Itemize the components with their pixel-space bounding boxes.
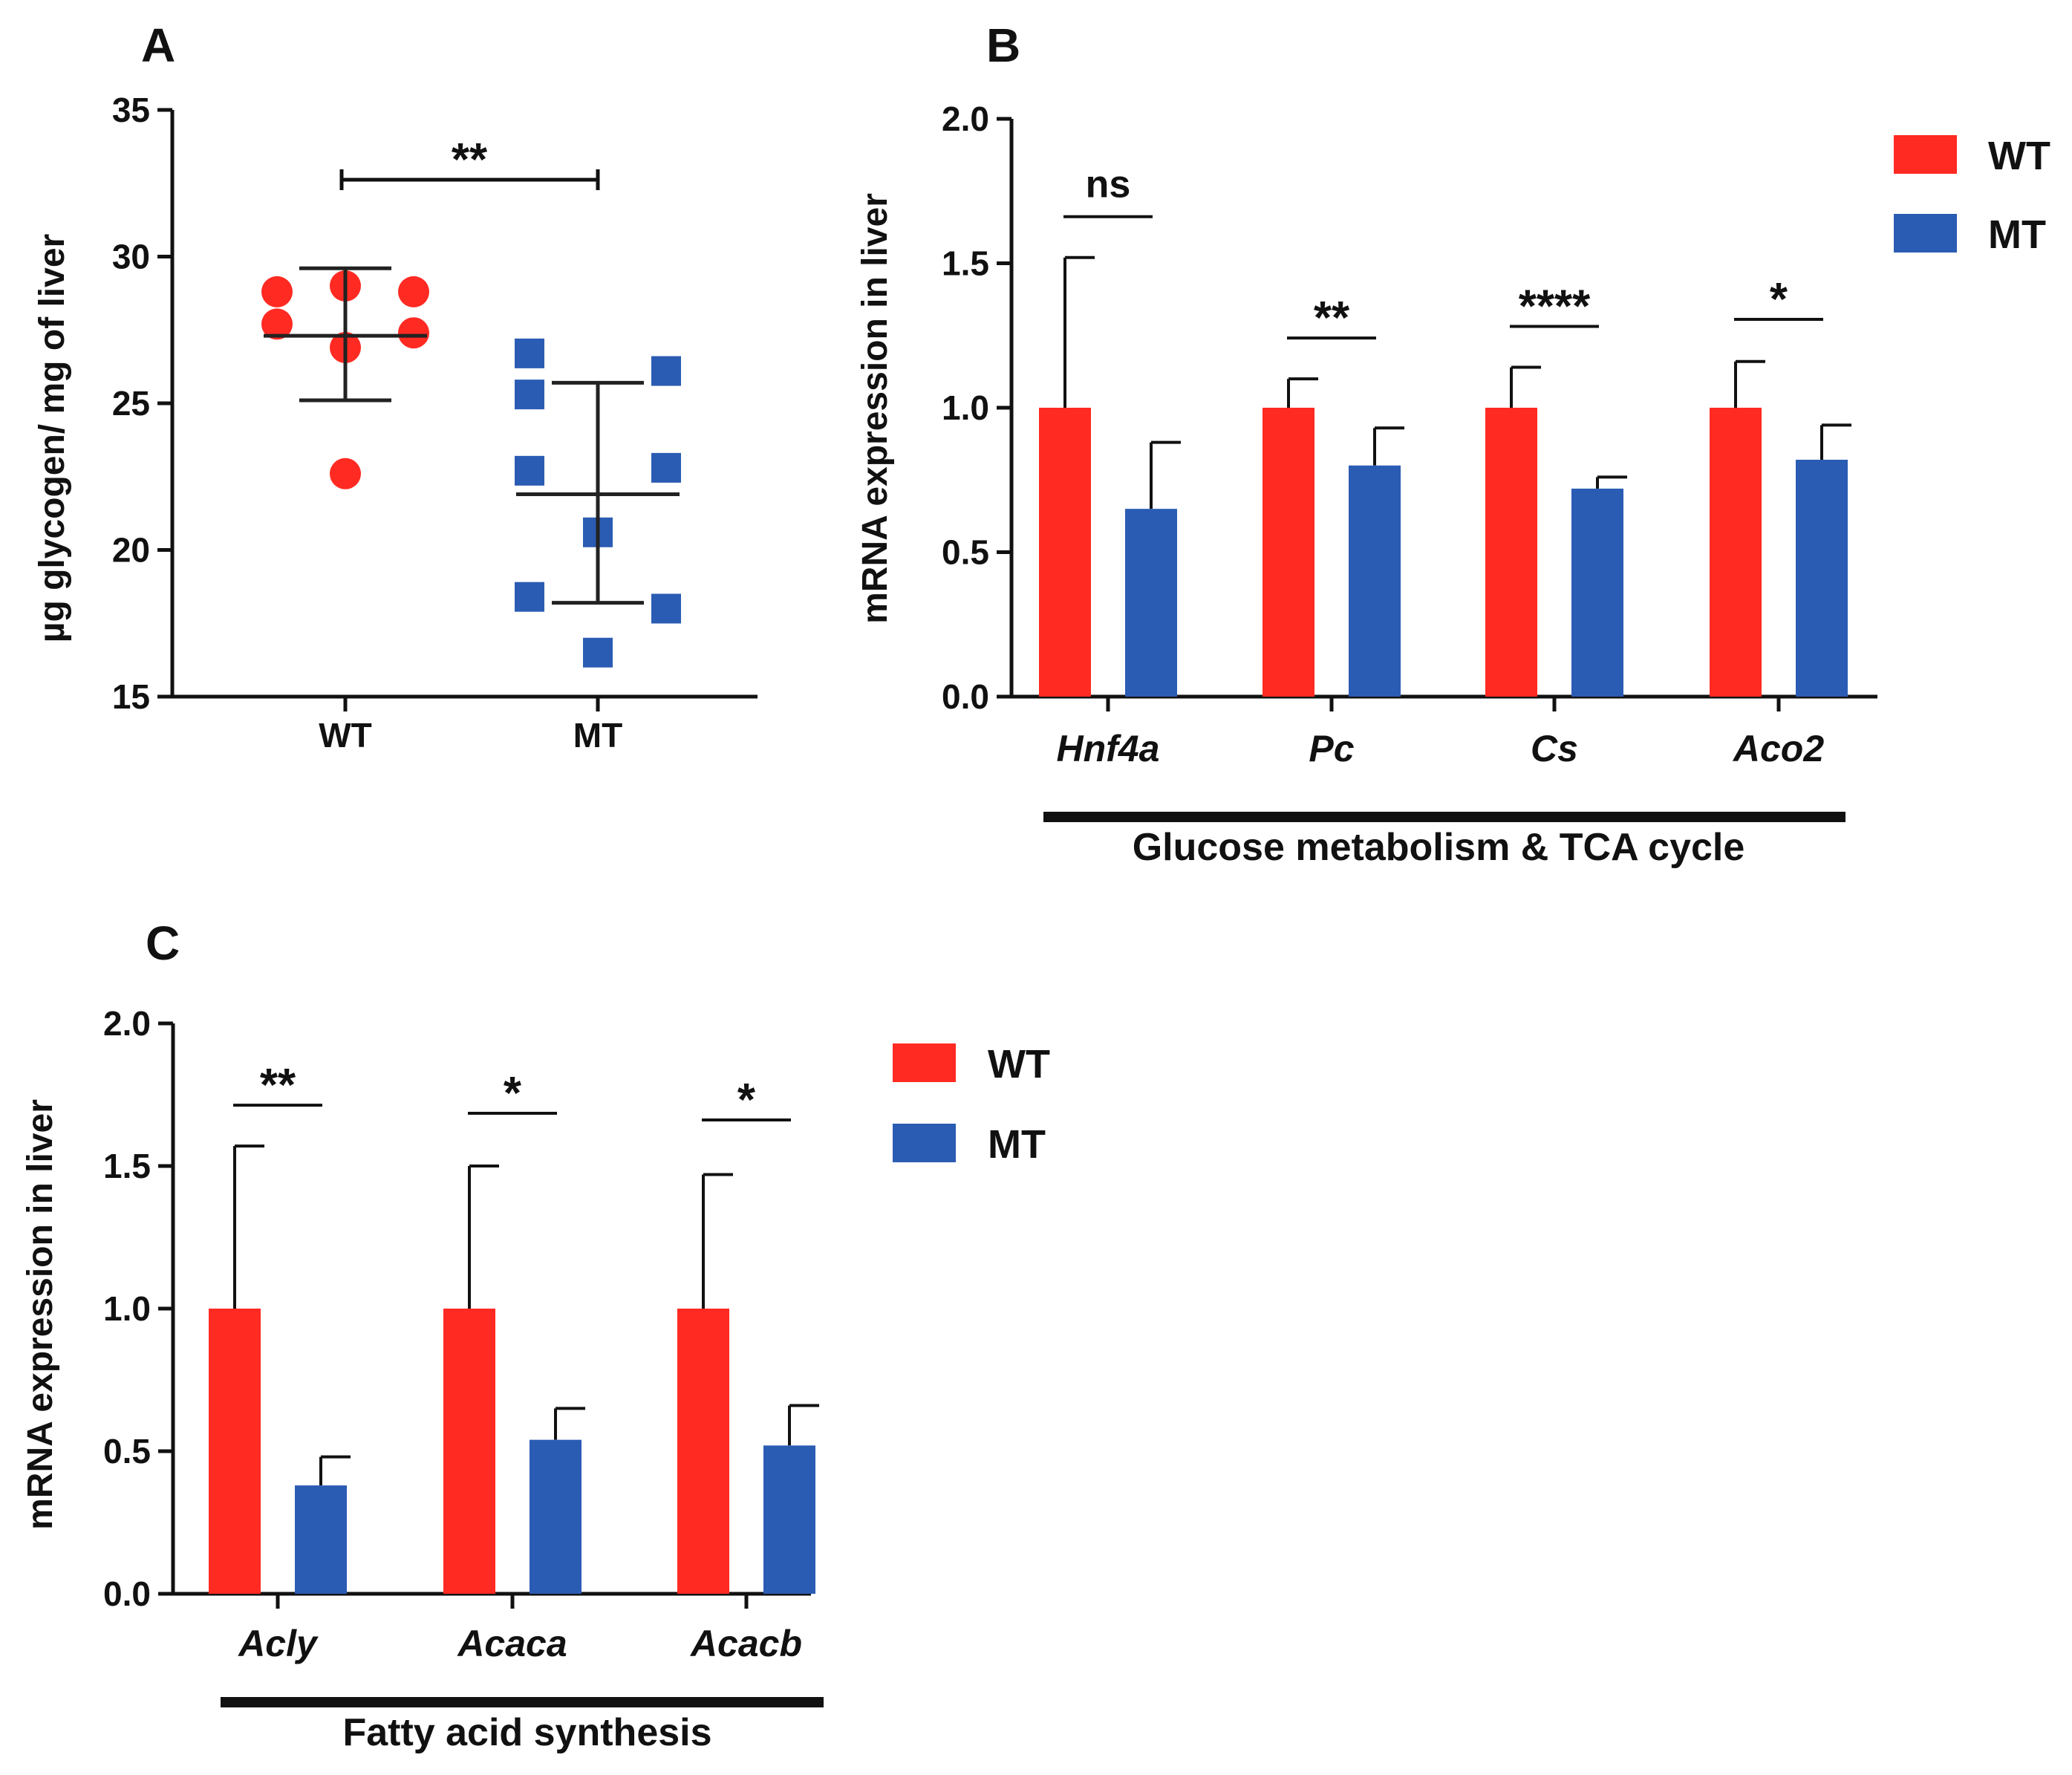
panel-c-legend-wt-label: WT [988, 1042, 1050, 1087]
panel-a-data-points [261, 266, 681, 668]
panel-b-hnf4a-wt-bar [1039, 408, 1091, 697]
panel-b-aco2-wt-bar [1710, 408, 1762, 697]
panel-c-fatty-acid-bars: C mRNA expression in liver 0.0 0.5 1.0 1.5 2… [21, 916, 1050, 1754]
panel-c-x-tick-acly: Acly [237, 1623, 319, 1664]
panel-c-acacb-significance-label: * [737, 1075, 756, 1126]
panel-a-axes: 15 20 25 30 35 [112, 91, 758, 716]
panel-b-aco2-significance-label: * [1770, 274, 1788, 325]
panel-c-y-tick-label: 1.0 [103, 1289, 151, 1328]
panel-a-y-tick-label: 30 [112, 238, 150, 276]
panel-b-bars: ns Hnf4a ** Pc **** Cs * Aco2 [1039, 163, 1851, 769]
panel-b-axes: 0.0 0.5 1.0 1.5 2.0 [942, 100, 1877, 716]
panel-a-x-tick-mt: MT [573, 716, 622, 755]
panel-c-y-tick-label: 1.5 [103, 1147, 151, 1185]
panel-b-x-tick-cs: Cs [1531, 728, 1578, 769]
panel-c-legend-mt-swatch [893, 1124, 956, 1162]
panel-c-acly-wt-bar [209, 1309, 261, 1594]
panel-c-group-label: Fatty acid synthesis [342, 1711, 711, 1754]
panel-b-glucose-metabolism-bars: B mRNA expression in liver 0.0 0.5 1.0 1.5 2… [856, 19, 2050, 869]
panel-c-legend-mt-label: MT [988, 1122, 1046, 1167]
panel-a-y-tick-label: 35 [112, 91, 150, 129]
panel-b-legend-mt-label: MT [1988, 212, 2046, 257]
panel-a-y-tick-label: 20 [112, 531, 150, 570]
panel-c-acly-significance-label: ** [260, 1060, 296, 1111]
panel-b-y-tick-label: 1.5 [942, 244, 989, 283]
panel-c-y-tick-label: 2.0 [103, 1004, 151, 1043]
panel-a-mt-point [651, 356, 681, 386]
panel-a-x-tick-wt: WT [319, 716, 372, 755]
panel-b-y-tick-label: 0.5 [942, 533, 989, 572]
panel-a-mt-point [651, 452, 681, 483]
panel-b-x-tick-aco2: Aco2 [1732, 728, 1824, 769]
panel-b-y-axis-label: mRNA expression in liver [856, 193, 895, 624]
panel-c-acaca-wt-bar [443, 1309, 495, 1594]
panel-b-x-tick-hnf4a: Hnf4a [1057, 728, 1160, 769]
panel-a-y-tick-label: 15 [112, 677, 150, 716]
panel-b-pc-significance-label: ** [1314, 293, 1350, 344]
panel-a-wt-point [261, 308, 293, 340]
panel-a-mt-point [515, 338, 544, 368]
panel-b-hnf4a-mt-bar [1125, 509, 1177, 697]
panel-b-cs-significance-label: **** [1519, 281, 1591, 333]
panel-b-legend-wt-label: WT [1988, 134, 2050, 178]
panel-c-acacb-mt-bar [763, 1445, 815, 1594]
panel-b-hnf4a-significance-label: ns [1086, 163, 1131, 206]
panel-b-cs-mt-bar [1571, 488, 1623, 697]
panel-b-pc-wt-bar [1263, 408, 1314, 697]
panel-c-y-tick-label: 0.5 [103, 1432, 151, 1471]
panel-b-y-tick-label: 1.0 [942, 388, 989, 427]
panel-letter-c: C [146, 916, 180, 970]
panel-a-y-tick-label: 25 [112, 384, 150, 423]
panel-a-glycogen-scatter: A µg glycogen/ mg of liver 15 20 25 30 35 WT… [33, 19, 758, 755]
panel-b-legend-mt-swatch [1894, 214, 1957, 253]
panel-c-acacb-wt-bar [677, 1309, 729, 1594]
panel-c-y-tick-label: 0.0 [103, 1574, 151, 1613]
panel-b-legend-wt-swatch [1894, 135, 1957, 174]
panel-c-legend: WT MT [893, 1042, 1050, 1167]
panel-a-wt-point [398, 317, 429, 349]
panel-c-acaca-significance-label: * [504, 1068, 522, 1119]
panel-c-x-tick-acacb: Acacb [689, 1623, 802, 1664]
panel-letter-b: B [986, 19, 1020, 72]
panel-a-wt-point [330, 457, 361, 489]
panel-c-acly-mt-bar [295, 1485, 347, 1594]
panel-b-y-tick-label: 2.0 [942, 100, 989, 138]
panel-c-y-axis-label: mRNA expression in liver [21, 1099, 60, 1530]
panel-a-significance-bracket [339, 169, 600, 190]
panel-a-mt-point [515, 455, 544, 486]
panel-a-mt-point [515, 582, 544, 612]
panel-c-bars: ** Acly * Acaca * Acacb [209, 1060, 819, 1664]
panel-a-mt-point [651, 593, 681, 624]
panel-b-legend: WT MT [1894, 134, 2050, 257]
panel-letter-a: A [141, 19, 175, 72]
panel-a-mt-point [583, 637, 613, 668]
panel-c-x-tick-acaca: Acaca [456, 1623, 567, 1664]
panel-b-y-tick-label: 0.0 [942, 677, 989, 716]
panel-c-legend-wt-swatch [893, 1043, 956, 1082]
panel-c-group-bracket [221, 1697, 824, 1707]
panel-a-significance-label: ** [452, 134, 488, 186]
panel-b-x-tick-pc: Pc [1309, 728, 1354, 769]
panel-b-cs-wt-bar [1485, 408, 1537, 697]
panel-a-wt-point [261, 276, 293, 307]
panel-a-wt-point [398, 276, 429, 307]
panel-c-acaca-mt-bar [530, 1439, 581, 1594]
panel-a-mt-point [515, 380, 544, 410]
panel-a-y-axis-label: µg glycogen/ mg of liver [33, 234, 72, 642]
panel-b-pc-mt-bar [1349, 465, 1401, 697]
panel-b-aco2-mt-bar [1796, 460, 1848, 697]
panel-b-group-label: Glucose metabolism & TCA cycle [1133, 826, 1745, 869]
panel-b-group-bracket [1043, 812, 1845, 822]
